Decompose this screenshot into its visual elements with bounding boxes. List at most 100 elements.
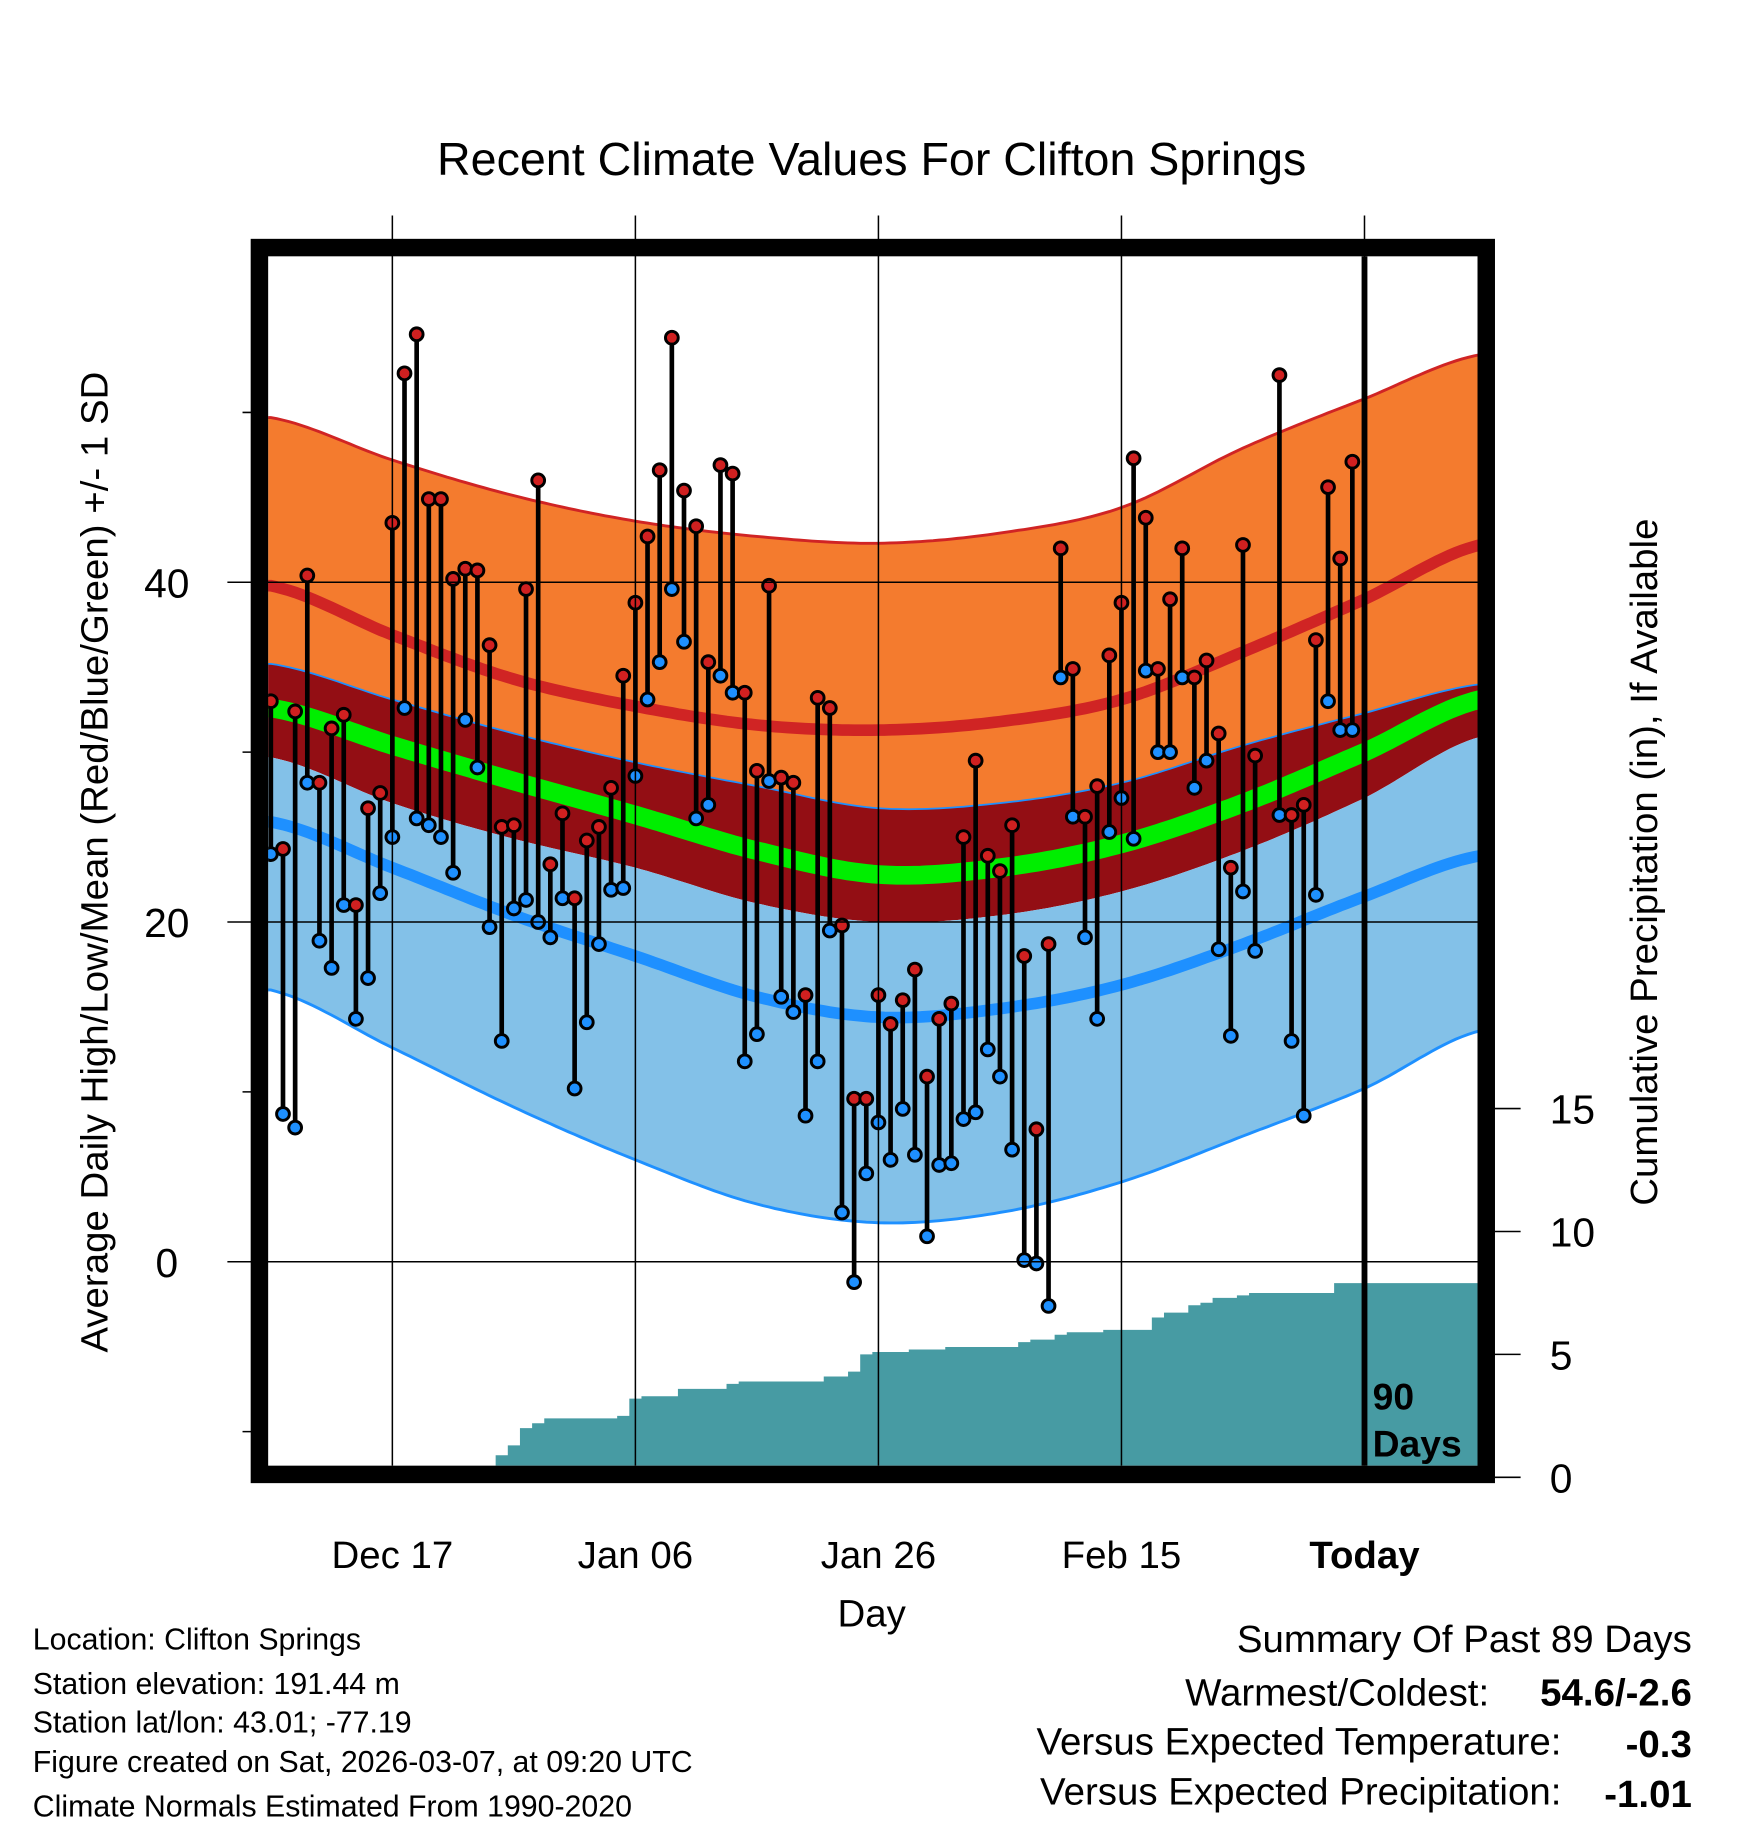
- daily-low-point: [907, 1146, 923, 1163]
- daily-high-point: [1089, 778, 1106, 795]
- daily-high-point: [1125, 450, 1142, 467]
- summary-precip-value: -1.01: [1604, 1773, 1692, 1816]
- daily-high-point: [1320, 479, 1336, 496]
- daily-high-point: [1137, 509, 1154, 526]
- daily-high-point: [1308, 632, 1324, 648]
- daily-high-point: [1186, 669, 1203, 686]
- daily-low-point: [542, 929, 559, 946]
- daily-low-point: [1077, 929, 1093, 946]
- daily-high-point: [882, 1016, 899, 1032]
- daily-high-point: [1077, 808, 1093, 825]
- x-tick-label: Jan 26: [821, 1534, 936, 1577]
- daily-low-point: [1028, 1255, 1045, 1272]
- daily-high-point: [1283, 807, 1300, 823]
- daily-high-point: [1150, 661, 1166, 677]
- daily-high-point: [1198, 652, 1215, 669]
- summary-temp-value: -0.3: [1626, 1723, 1692, 1766]
- daily-low-point: [785, 1004, 802, 1020]
- today-marker-days: Days: [1373, 1422, 1462, 1464]
- daily-high-point: [591, 819, 607, 835]
- daily-low-point: [1125, 830, 1142, 847]
- summary-warmest-value: 54.6/-2.6: [1540, 1672, 1692, 1715]
- footer-elevation: Station elevation: 191.44 m: [33, 1668, 400, 1701]
- daily-low-point: [1295, 1107, 1312, 1124]
- daily-high-point: [408, 326, 425, 343]
- daily-low-point: [578, 1014, 595, 1031]
- daily-high-point: [554, 805, 571, 822]
- daily-low-point: [1162, 744, 1178, 761]
- daily-high-point: [809, 689, 826, 706]
- daily-high-point: [335, 706, 352, 723]
- plot-area: [268, 326, 1478, 1466]
- daily-high-point: [676, 482, 692, 499]
- daily-high-point: [1052, 540, 1069, 557]
- daily-low-point: [943, 1155, 960, 1172]
- daily-high-point: [445, 571, 461, 587]
- daily-low-point: [445, 864, 461, 881]
- daily-high-point: [919, 1068, 935, 1085]
- daily-low-point: [1052, 669, 1069, 686]
- daily-low-point: [797, 1107, 814, 1124]
- daily-low-point: [676, 633, 692, 650]
- daily-high-point: [481, 637, 498, 654]
- footer-created: Figure created on Sat, 2026-03-07, at 09…: [33, 1746, 693, 1779]
- daily-high-point: [469, 562, 486, 579]
- daily-low-point: [1308, 886, 1324, 903]
- daily-high-point: [530, 472, 547, 489]
- y-tick-label: 0: [155, 1240, 178, 1286]
- daily-high-point: [518, 581, 534, 597]
- daily-high-point: [1295, 796, 1312, 813]
- daily-high-point: [372, 785, 389, 801]
- daily-low-point: [1089, 1010, 1106, 1027]
- low-sd-band: [268, 737, 1478, 1223]
- daily-low-point: [615, 880, 632, 896]
- y2-axis-label: Cumulative Precipitation (in), If Availa…: [1623, 519, 1666, 1206]
- footer-latlon: Station lat/lon: 43.01; -77.19: [33, 1706, 412, 1739]
- daily-high-point: [700, 654, 717, 671]
- daily-high-point: [749, 762, 765, 779]
- daily-high-point: [1174, 540, 1191, 557]
- daily-high-point: [268, 693, 279, 710]
- daily-high-point: [797, 987, 814, 1003]
- daily-high-point: [1016, 948, 1033, 964]
- daily-low-point: [1344, 722, 1361, 738]
- daily-high-point: [907, 961, 923, 978]
- daily-low-point: [360, 970, 376, 986]
- x-tick-label: Jan 06: [578, 1534, 693, 1577]
- summary-temp-label: Versus Expected Temperature:: [1036, 1721, 1561, 1764]
- today-marker-number: 90: [1373, 1376, 1414, 1418]
- daily-low-point: [712, 667, 729, 684]
- daily-low-point: [1101, 824, 1118, 840]
- daily-low-point: [919, 1228, 935, 1245]
- daily-high-point: [1235, 537, 1251, 553]
- daily-high-point: [894, 992, 911, 1009]
- daily-high-point: [979, 847, 996, 864]
- daily-high-point: [712, 457, 729, 473]
- daily-high-point: [396, 365, 413, 382]
- daily-high-point: [639, 528, 656, 545]
- daily-high-point: [323, 720, 340, 737]
- y2-tick-label: 10: [1550, 1210, 1595, 1256]
- daily-high-point: [834, 917, 850, 934]
- daily-high-point: [663, 329, 680, 346]
- daily-low-point: [663, 581, 680, 597]
- daily-high-point: [724, 465, 741, 482]
- daily-high-point: [287, 703, 304, 720]
- summary-precip-label: Versus Expected Precipitation:: [1040, 1771, 1561, 1814]
- daily-high-point: [1004, 817, 1020, 834]
- daily-low-point: [955, 1111, 972, 1127]
- daily-low-point: [1040, 1298, 1057, 1314]
- daily-low-point: [311, 932, 328, 949]
- daily-low-point: [493, 1033, 510, 1049]
- daily-high-point: [615, 667, 632, 684]
- daily-low-point: [773, 988, 790, 1005]
- daily-high-point: [1101, 647, 1118, 664]
- daily-low-point: [323, 960, 340, 976]
- daily-low-point: [457, 712, 474, 728]
- daily-low-point: [846, 1274, 862, 1291]
- x-tick-label: Dec 17: [331, 1534, 453, 1577]
- daily-high-point: [1210, 725, 1227, 742]
- daily-low-point: [396, 700, 413, 716]
- plot-frame: [250, 238, 1495, 1484]
- daily-low-point: [518, 892, 534, 908]
